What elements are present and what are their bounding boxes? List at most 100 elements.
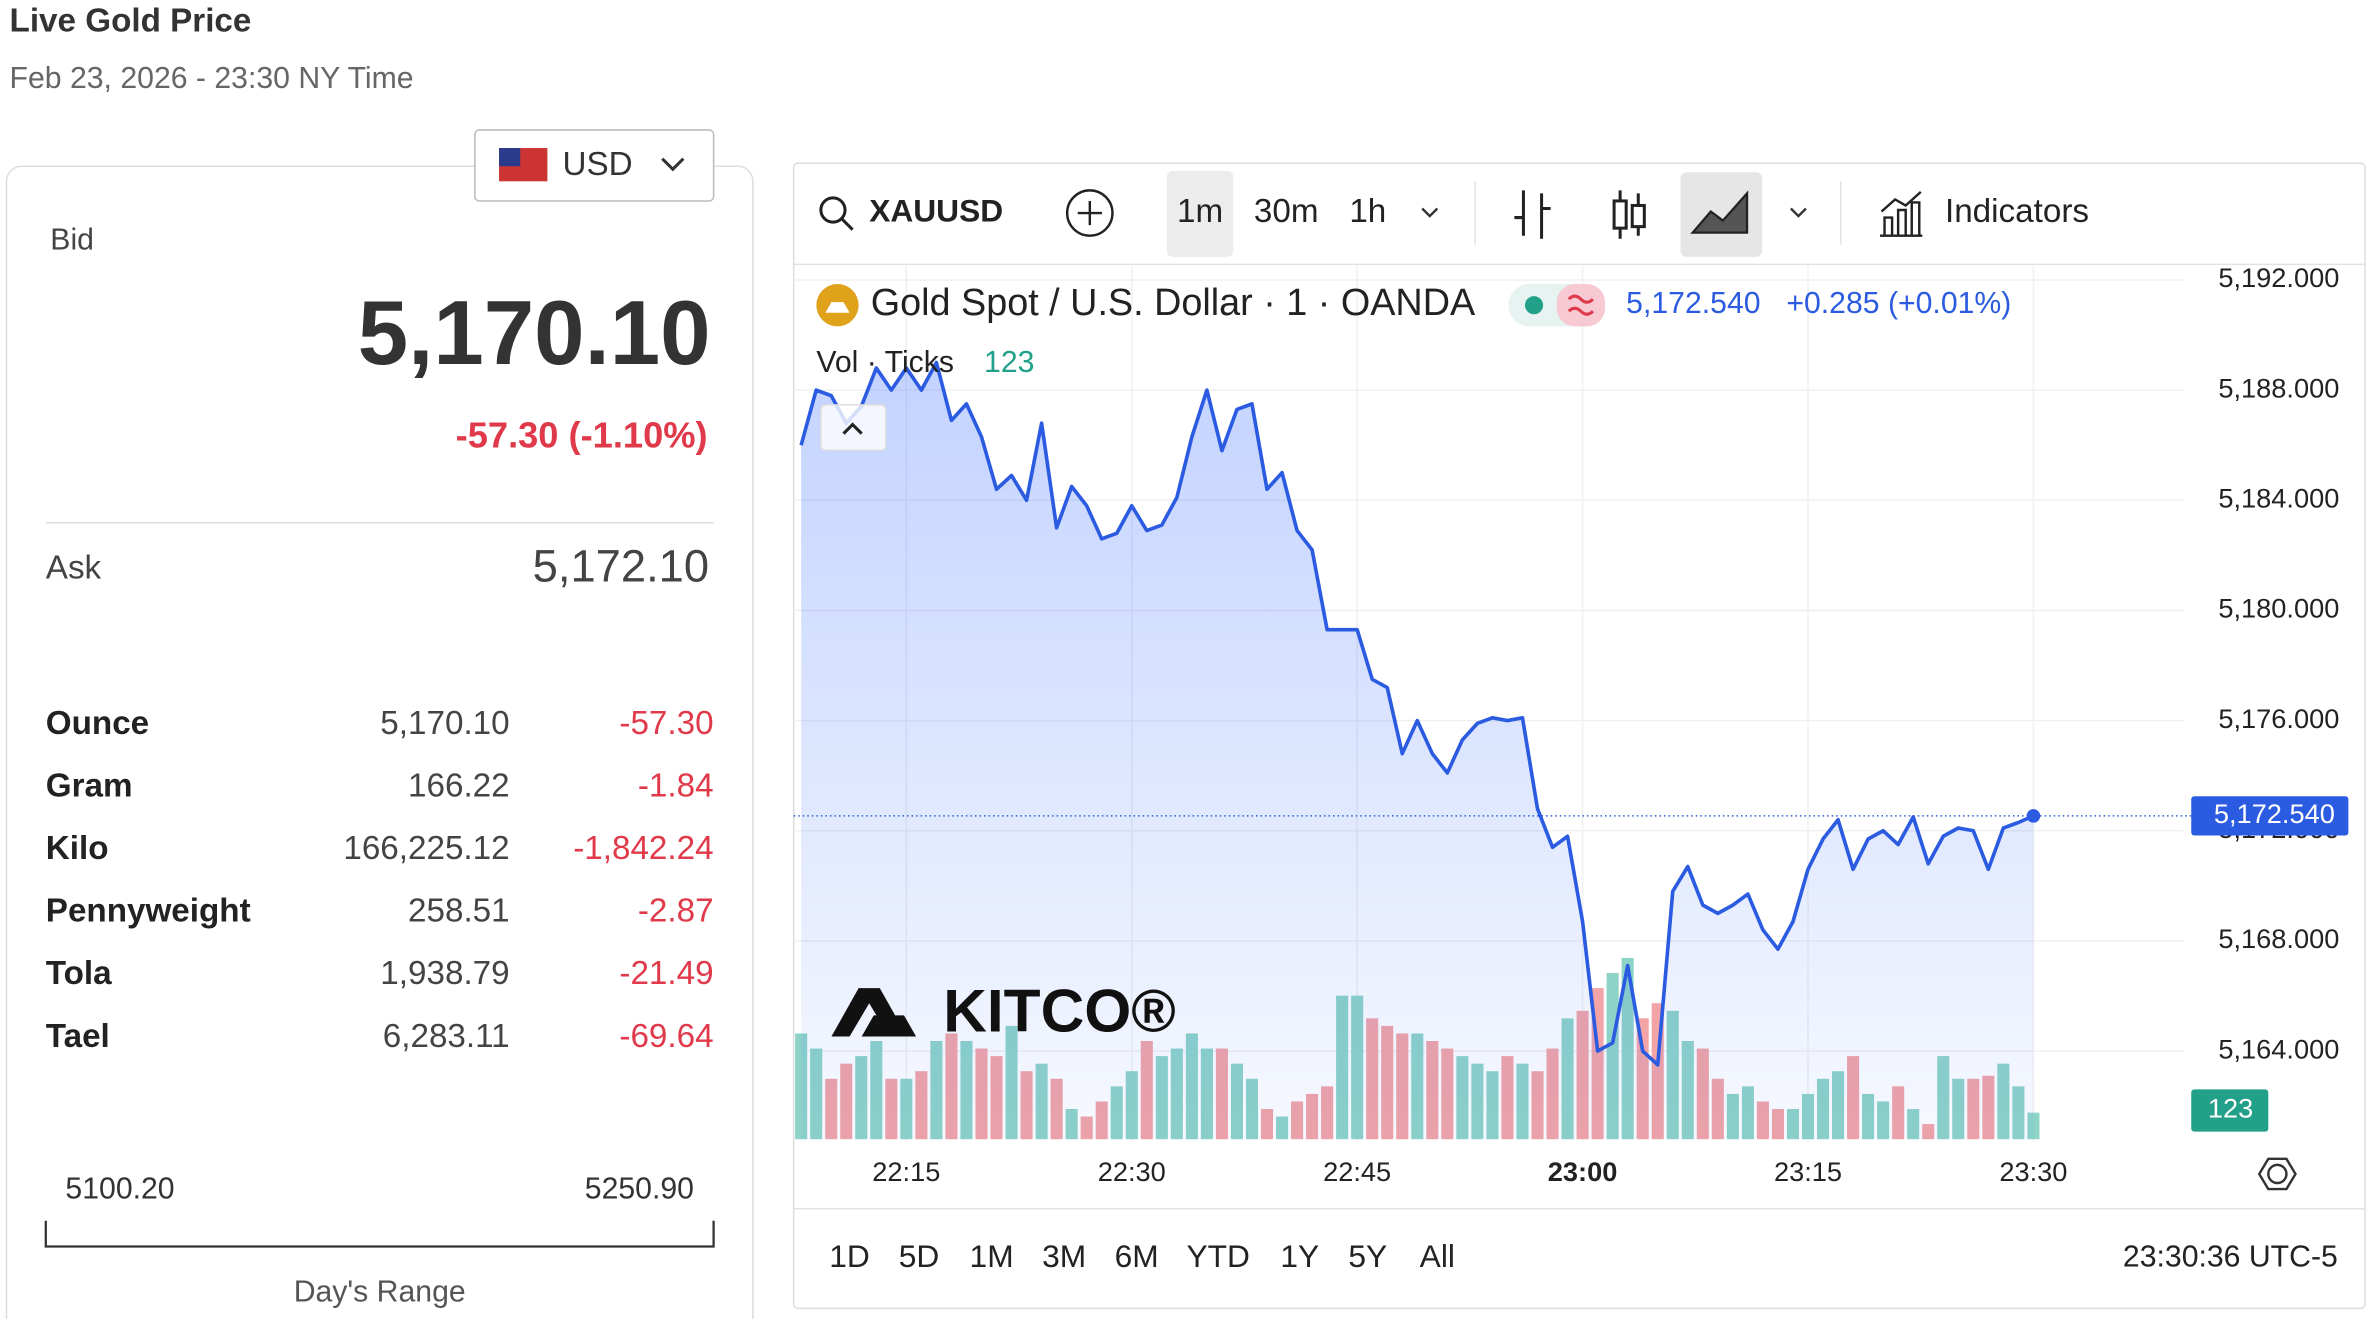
unit-change: -1.84	[638, 768, 714, 805]
range[interactable]: 5Y	[1348, 1238, 1387, 1274]
range-bar	[44, 1220, 715, 1248]
area-icon[interactable]	[1690, 190, 1749, 234]
candle-body	[1630, 203, 1646, 229]
kitco-logo	[831, 988, 917, 1037]
last-point	[2026, 809, 2041, 823]
price-area	[801, 362, 2034, 1140]
volume-legend: Vol · Ticks	[816, 346, 954, 379]
timestamp: Feb 23, 2026 - 23:30 NY Time	[10, 62, 414, 95]
range[interactable]: All	[1420, 1238, 1455, 1274]
range[interactable]: 1D	[829, 1238, 870, 1274]
bid-change: -57.30 (-1.10%)	[456, 415, 708, 456]
interval[interactable]: 1h	[1349, 193, 1386, 230]
y-tick-label: 5,192.000	[2218, 262, 2339, 293]
range-high: 5250.90	[585, 1173, 694, 1206]
unit-price: 166,225.12	[343, 830, 509, 867]
unit-name: Tola	[46, 955, 112, 992]
y-tick-label: 5,176.000	[2218, 703, 2339, 734]
unit-name: Ounce	[46, 705, 149, 742]
x-tick-label: 23:15	[1774, 1156, 1842, 1187]
unit-price: 5,170.10	[380, 705, 509, 742]
unit-change: -69.64	[619, 1018, 713, 1055]
ask-label: Ask	[46, 549, 102, 586]
volume-box-label: 123	[2208, 1093, 2253, 1124]
chevron	[661, 157, 685, 172]
intervals: 1m 30m 1h	[1177, 193, 1386, 230]
bid-price: 5,170.10	[358, 283, 711, 384]
currency[interactable]: USD	[563, 146, 633, 183]
settings-icon[interactable]	[2267, 1163, 2288, 1185]
chart-type-active	[1680, 172, 1763, 257]
chevron[interactable]	[1790, 207, 1807, 218]
chart-title: Gold Spot / U.S. Dollar · 1 · OANDA	[871, 282, 1476, 324]
chevron[interactable]	[1421, 207, 1439, 218]
y-tick-label: 5,164.000	[2218, 1033, 2339, 1064]
range[interactable]: 1M	[970, 1238, 1014, 1274]
interval[interactable]: 30m	[1254, 193, 1319, 230]
volume-box	[2191, 1089, 2269, 1132]
unit-name: Tael	[46, 1018, 110, 1055]
search-icon-handle	[840, 218, 854, 231]
y-tick-label: 5,188.000	[2218, 372, 2339, 403]
interval-active	[1166, 170, 1234, 257]
unit-name: Kilo	[46, 830, 109, 867]
status-approx	[1556, 284, 1606, 327]
ask-price: 5,172.10	[533, 541, 709, 592]
unit-change: -1,842.24	[573, 830, 713, 867]
symbol[interactable]: XAUUSD	[869, 192, 1003, 228]
x-tick-label: 22:45	[1323, 1156, 1391, 1187]
price-line	[799, 360, 2035, 1067]
add-symbol[interactable]	[1065, 189, 1114, 237]
approx-icon	[1567, 294, 1595, 316]
legend-price: 5,172.540	[1626, 287, 1760, 320]
y-tick-label: 5,168.000	[2218, 923, 2339, 954]
plus-icon	[1077, 200, 1102, 226]
x-tick-label: 23:30	[1999, 1156, 2067, 1187]
last-price-box	[2191, 796, 2349, 836]
flag-canton	[499, 148, 521, 167]
units-table: Ounce 5,170.10 -57.30 Gram 166.22 -1.84 Kilo 16…	[46, 705, 714, 1055]
indicators-icon[interactable]	[1880, 190, 1923, 237]
range-label: Day's Range	[294, 1275, 466, 1308]
unit-name: Gram	[46, 768, 133, 805]
range[interactable]: 1Y	[1280, 1238, 1319, 1274]
last-price-label: 5,172.540	[2214, 798, 2335, 829]
x-tick-label: 23:00	[1548, 1156, 1618, 1187]
caret	[842, 422, 863, 435]
candle-body	[1612, 199, 1628, 230]
range[interactable]: 5D	[899, 1238, 940, 1274]
unit-price: 166.22	[408, 768, 510, 805]
bar-chart-icon[interactable]	[1514, 190, 1551, 239]
range-low: 5100.20	[65, 1173, 174, 1206]
range[interactable]: 3M	[1042, 1238, 1086, 1274]
indicators[interactable]: Indicators	[1945, 193, 2089, 230]
y-tick-label: 5,184.000	[2218, 482, 2339, 513]
range-buttons: 1D 5D 1M 3M 6M YTD 1Y 5Y All	[829, 1238, 1455, 1274]
status-dot	[1524, 296, 1544, 315]
unit-change: -57.30	[619, 705, 713, 742]
y-tick-label: 5,180.000	[2218, 593, 2339, 624]
interval[interactable]: 1m	[1177, 193, 1223, 230]
x-tick-label: 22:15	[872, 1156, 940, 1187]
plot-area	[795, 360, 2040, 1140]
unit-price: 6,283.11	[383, 1018, 510, 1055]
quote-panel	[5, 165, 754, 1319]
unit-price: 258.51	[408, 893, 510, 930]
range[interactable]: 6M	[1115, 1238, 1159, 1274]
settings-gear	[2257, 1157, 2297, 1191]
collapse-button[interactable]	[820, 404, 887, 451]
unit-price: 1,938.79	[380, 955, 509, 992]
bid-label: Bid	[50, 224, 94, 257]
unit-name: Pennyweight	[46, 893, 251, 930]
range[interactable]: YTD	[1187, 1238, 1250, 1274]
dropdown-box[interactable]	[474, 129, 715, 202]
unit-change: -21.49	[619, 955, 713, 992]
page-title: Live Gold Price	[10, 2, 252, 39]
search-icon[interactable]	[819, 196, 847, 224]
currency-dropdown[interactable]: USD	[474, 129, 715, 202]
volume-legend-value: 123	[984, 346, 1034, 379]
logo-mark	[825, 302, 850, 313]
unit-change: -2.87	[638, 893, 714, 930]
